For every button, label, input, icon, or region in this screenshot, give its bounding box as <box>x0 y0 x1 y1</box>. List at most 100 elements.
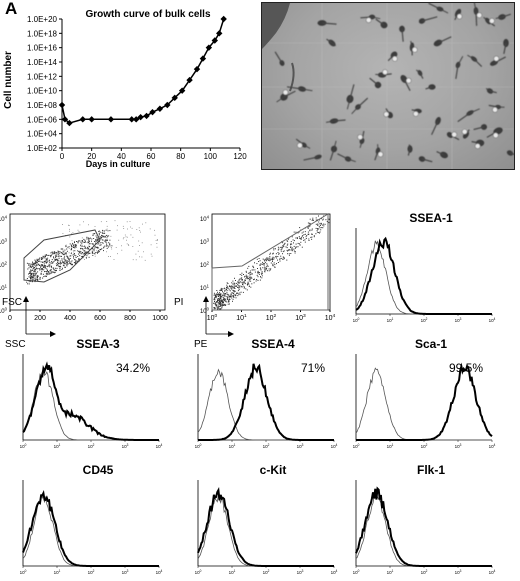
data-point <box>149 108 156 116</box>
tick-label: 102 <box>88 443 95 448</box>
cell <box>383 108 393 119</box>
tick-label: 101 <box>236 313 247 322</box>
cell <box>286 86 313 92</box>
histogram-ssea-1: SSEA-1 100 101 102 103 104 <box>353 211 496 322</box>
histogram-ssea-3: SSEA-3 34.2% 100 101 102 103 104 <box>20 337 163 448</box>
tick-label: 101 <box>54 569 61 574</box>
tick-label: 104 <box>331 443 338 448</box>
data-point <box>211 37 218 44</box>
histogram-ssea-4: SSEA-4 71% 100 101 102 103 104 <box>195 337 338 448</box>
control-histogram-line <box>22 494 159 567</box>
histogram-c-kit: c-Kit 100 101 102 103 104 <box>195 463 338 574</box>
cell <box>351 97 369 115</box>
cell <box>428 3 449 14</box>
stained-histogram-line <box>356 362 493 441</box>
cell <box>375 18 388 29</box>
pe-axis-label: PE <box>194 339 208 350</box>
cell <box>418 156 433 163</box>
cell <box>433 36 452 47</box>
histogram-title: SSEA-1 <box>409 211 453 225</box>
tick-label: 100 <box>353 569 360 574</box>
data-point <box>137 113 144 121</box>
cell <box>317 20 337 26</box>
cell <box>485 87 497 94</box>
tick-label: 100 <box>353 443 360 448</box>
data-point <box>61 116 69 123</box>
histogram-title: CD45 <box>83 463 114 477</box>
tick-label: 101 <box>387 569 394 574</box>
x-tick-label: 0 <box>60 152 65 161</box>
histogram-title: SSEA-4 <box>251 337 295 351</box>
tick-label: 103 <box>455 317 462 322</box>
data-point <box>220 15 227 23</box>
x-tick-label: 40 <box>117 152 126 161</box>
histogram-sca-1: Sca-199.5%100 101 102 103 104 <box>353 337 496 448</box>
x-tick-label: 600 <box>94 315 106 322</box>
tick-label: 102 <box>263 569 270 574</box>
cell <box>409 40 418 56</box>
y-tick-label: 1.0E+16 <box>27 44 58 53</box>
cell <box>455 56 464 79</box>
tick-label: 104 <box>331 569 338 574</box>
stained-histogram-line <box>355 236 492 315</box>
cell <box>369 77 382 89</box>
cell <box>425 84 436 90</box>
cell <box>375 69 392 78</box>
data-point <box>143 112 150 120</box>
cell <box>360 14 381 23</box>
histogram-title: SSEA-3 <box>76 337 120 351</box>
cell <box>387 51 398 62</box>
tick-label: 104 <box>489 569 496 574</box>
data-point <box>164 101 171 109</box>
tick-label: 101 <box>200 283 210 292</box>
data-point <box>193 65 201 73</box>
cell <box>374 144 384 161</box>
cell <box>436 151 448 159</box>
cell <box>467 54 483 68</box>
tick-label: 102 <box>421 443 428 448</box>
x-tick-label: 60 <box>147 152 156 161</box>
tick-label: 100 <box>195 569 202 574</box>
tick-label: 103 <box>200 237 210 246</box>
cell <box>489 55 506 66</box>
cell <box>418 16 438 24</box>
tick-label: 104 <box>156 443 163 448</box>
cell <box>411 108 422 117</box>
tick-label: 104 <box>200 214 210 223</box>
panel-letter-a: A <box>5 0 18 18</box>
cell <box>488 104 505 113</box>
tick-label: 103 <box>295 313 306 322</box>
tick-label: 103 <box>455 569 462 574</box>
percent-positive-label: 34.2% <box>116 361 150 375</box>
y-tick-label: 1.0E+08 <box>27 101 58 110</box>
data-point <box>186 76 193 84</box>
data-point <box>128 116 135 123</box>
data-point <box>58 101 66 109</box>
y-tick-label: 1.0E+02 <box>27 144 58 153</box>
data-point <box>88 116 95 123</box>
x-tick-label: 120 <box>233 152 247 161</box>
tick-label: 103 <box>455 443 462 448</box>
tick-label: 104 <box>0 214 8 223</box>
stained-histogram-line <box>198 363 334 441</box>
panel-letter-c: C <box>4 190 17 209</box>
y-tick-label: 1.0E+10 <box>27 87 58 96</box>
y-tick-label: 1.0E+06 <box>27 115 58 124</box>
cell <box>506 150 514 156</box>
data-point <box>79 116 86 123</box>
micrograph-image <box>261 2 515 170</box>
x-tick-label: 200 <box>34 315 46 322</box>
cell <box>503 38 509 55</box>
cell <box>454 8 463 21</box>
control-histogram-line <box>197 495 334 567</box>
cell <box>295 138 311 149</box>
cell <box>326 38 337 47</box>
cell <box>431 116 441 135</box>
tick-label: 100 <box>200 306 210 315</box>
cell <box>473 124 488 131</box>
tick-label: 101 <box>229 443 236 448</box>
control-histogram-line <box>355 494 492 567</box>
x-tick-label: 1000 <box>152 315 168 322</box>
y-tick-label: 1.0E+14 <box>27 58 58 67</box>
pi-pe-scatter: 100 101 102 103 104 104 103 102 101 100 PI PE <box>174 213 336 350</box>
